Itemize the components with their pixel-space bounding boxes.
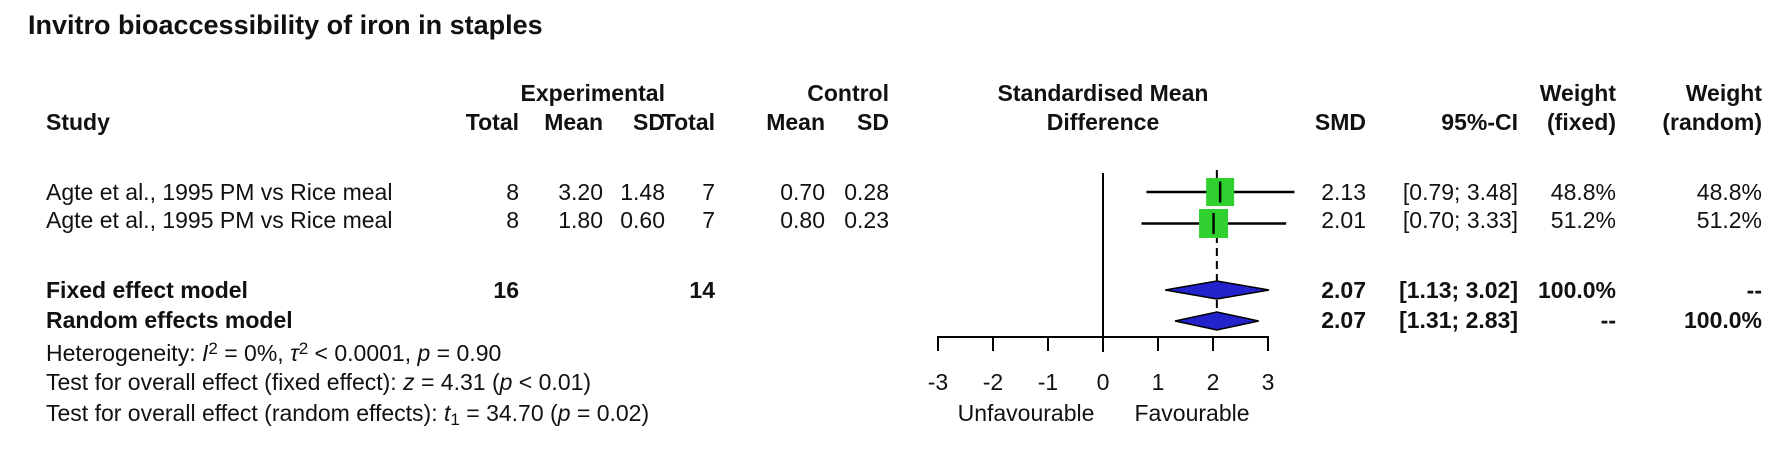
ctrl-mean: 0.80: [780, 207, 825, 233]
heterogeneity-note: Heterogeneity: I2 = 0%, τ2 < 0.0001, p =…: [46, 339, 501, 367]
header-exp-mean: Mean: [544, 109, 603, 135]
header-ctrl-sd: SD: [857, 109, 889, 135]
header-ctrl-total: Total: [661, 109, 715, 135]
ci-value: [1.31; 2.83]: [1399, 307, 1518, 333]
stat-text: Test for overall effect (fixed effect):: [46, 369, 404, 395]
stat-var: τ: [290, 340, 299, 366]
model-label: Random effects model: [46, 307, 293, 333]
axis-tick-label: -1: [1037, 369, 1059, 395]
stat-var: I: [201, 340, 209, 366]
stat-var: p: [557, 400, 571, 426]
stat-sup: 2: [208, 339, 218, 358]
axis-caption-right: Favourable: [1134, 400, 1250, 426]
axis-tick-label: 0: [1096, 369, 1110, 395]
weight-random-value: 48.8%: [1696, 179, 1762, 205]
stat-text: Heterogeneity:: [46, 340, 202, 366]
table-header-row-1: Experimental Control Standardised Mean W…: [0, 0, 1772, 106]
header-experimental: Experimental: [520, 80, 665, 106]
axis-tick-label: -2: [982, 369, 1004, 395]
study-label: Agte et al., 1995 PM vs Rice meal: [46, 179, 393, 205]
stat-var: z: [403, 369, 415, 395]
table-header-row-2: Study Total Mean SD Total Mean SD Differ…: [0, 0, 1772, 135]
weight-random-value: --: [1746, 277, 1762, 303]
axis-tick-label: 3: [1261, 369, 1275, 395]
header-weight-fixed: Weight: [1539, 80, 1616, 106]
test-random-note: Test for overall effect (random effects)…: [46, 399, 650, 429]
stat-sub: 1: [450, 410, 460, 429]
weight-random-value: 51.2%: [1696, 207, 1762, 233]
header-weight-fixed-sub: (fixed): [1547, 109, 1616, 135]
weight-fixed-value: 51.2%: [1550, 207, 1616, 233]
smd-value: 2.07: [1321, 277, 1366, 303]
ci-value: [0.79; 3.48]: [1402, 179, 1518, 205]
header-weight-random-sub: (random): [1662, 109, 1762, 135]
stat-text: = 0.90: [430, 340, 502, 366]
header-smd-line2: Difference: [1046, 109, 1160, 135]
axis-caption-left: Unfavourable: [957, 400, 1095, 426]
header-exp-total: Total: [465, 109, 519, 135]
exp-mean: 1.80: [558, 207, 603, 233]
ctrl-total: 14: [689, 277, 715, 303]
exp-sd: 0.60: [620, 207, 665, 233]
weight-random-value: 100.0%: [1683, 307, 1762, 333]
header-smd-line1: Standardised Mean: [997, 80, 1209, 106]
ctrl-sd: 0.23: [844, 207, 889, 233]
header-smd: SMD: [1314, 109, 1366, 135]
model-label: Fixed effect model: [46, 277, 248, 303]
stat-text: < 0.0001,: [308, 340, 418, 366]
ctrl-mean: 0.70: [780, 179, 825, 205]
stat-text: = 0.02): [570, 400, 650, 426]
axis-tick-label: -3: [927, 369, 949, 395]
ci-value: [0.70; 3.33]: [1402, 207, 1518, 233]
stat-var: t: [444, 400, 451, 426]
ctrl-total: 7: [702, 179, 715, 205]
exp-mean: 3.20: [558, 179, 603, 205]
stat-text: Test for overall effect (random effects)…: [46, 400, 444, 426]
ctrl-sd: 0.28: [844, 179, 889, 205]
stat-sup: 2: [298, 339, 309, 358]
random-effects-row: Random effects model 2.07 [1.31; 2.83] -…: [0, 306, 1772, 335]
header-ci: 95%-CI: [1441, 109, 1518, 135]
study-row: Agte et al., 1995 PM vs Rice meal 8 1.80…: [0, 206, 1772, 235]
stat-var: p: [417, 340, 431, 366]
exp-total: 16: [493, 277, 519, 303]
test-fixed-note: Test for overall effect (fixed effect): …: [46, 368, 591, 396]
study-label: Agte et al., 1995 PM vs Rice meal: [46, 207, 393, 233]
ci-value: [1.13; 3.02]: [1399, 277, 1518, 303]
header-control: Control: [807, 80, 889, 106]
stat-text: = 4.31 (: [414, 369, 500, 395]
header-study: Study: [46, 109, 110, 135]
exp-total: 8: [506, 207, 519, 233]
axis-tick-label: 2: [1206, 369, 1220, 395]
exp-total: 8: [506, 179, 519, 205]
header-ctrl-mean: Mean: [766, 109, 825, 135]
stat-var: p: [499, 369, 513, 395]
study-row: Agte et al., 1995 PM vs Rice meal 8 3.20…: [0, 178, 1772, 207]
smd-value: 2.13: [1321, 179, 1366, 205]
header-weight-random: Weight: [1685, 80, 1762, 106]
header-exp-sd: SD: [633, 109, 665, 135]
ctrl-total: 7: [702, 207, 715, 233]
smd-value: 2.07: [1321, 307, 1366, 333]
weight-fixed-value: --: [1600, 307, 1616, 333]
exp-sd: 1.48: [620, 179, 665, 205]
axis-tick-label: 1: [1151, 369, 1165, 395]
smd-value: 2.01: [1321, 207, 1366, 233]
stat-text: = 0%,: [217, 340, 291, 366]
chart-title: Invitro bioaccessibility of iron in stap…: [28, 10, 543, 40]
weight-fixed-value: 100.0%: [1537, 277, 1616, 303]
fixed-effect-row: Fixed effect model 16 14 2.07 [1.13; 3.0…: [0, 276, 1772, 305]
weight-fixed-value: 48.8%: [1550, 179, 1616, 205]
stat-text: = 34.70 (: [459, 400, 558, 426]
stat-text: < 0.01): [512, 369, 592, 395]
